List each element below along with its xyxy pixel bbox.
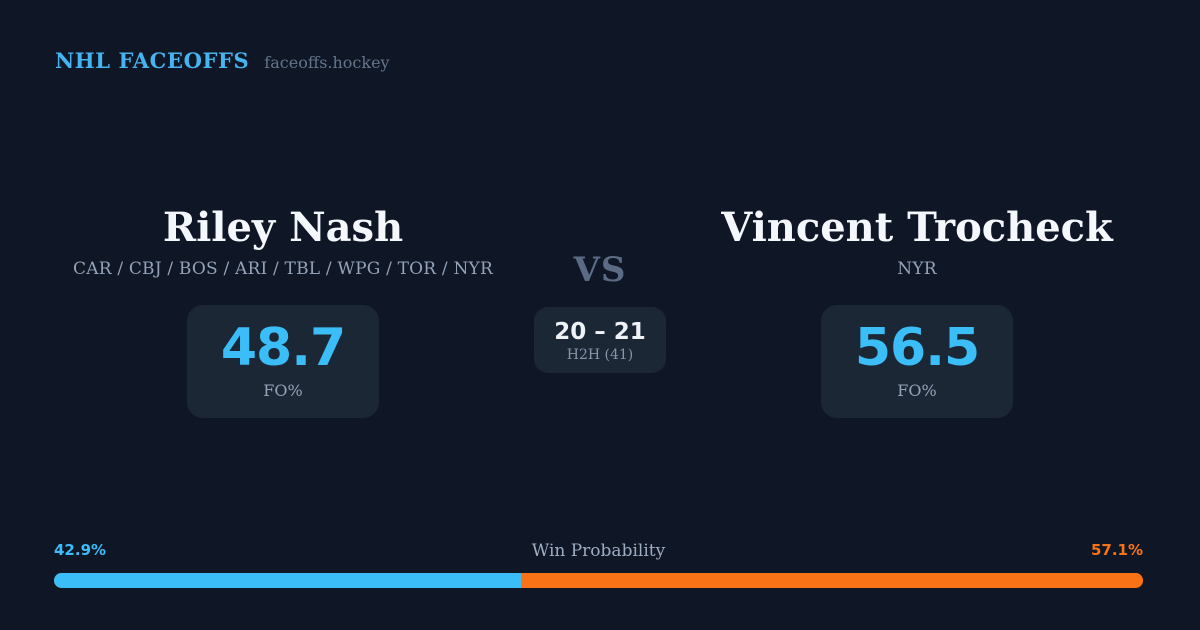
h2h-label: H2H (41) bbox=[566, 347, 634, 364]
header: NHL FACEOFFS faceoffs.hockey bbox=[55, 48, 1145, 73]
win-probability-labels: 42.9% Win Probability 57.1% bbox=[54, 541, 1143, 562]
win-probability-bar-orange bbox=[521, 573, 1143, 588]
win-probability-left-pct: 42.9% bbox=[54, 541, 107, 559]
win-probability-right-pct: 57.1% bbox=[1090, 541, 1143, 559]
site-url: faceoffs.hockey bbox=[264, 53, 390, 72]
player-left-column: Riley Nash CAR / CBJ / BOS / ARI / TBL /… bbox=[58, 205, 508, 418]
player-left-teams: CAR / CBJ / BOS / ARI / TBL / WPG / TOR … bbox=[73, 259, 493, 279]
player-right-column: Vincent Trocheck NYR 56.5 FO% bbox=[692, 205, 1142, 418]
player-right-teams: NYR bbox=[897, 259, 937, 279]
h2h-score: 20 – 21 bbox=[554, 319, 646, 345]
player-right-stat-box: 56.5 FO% bbox=[820, 305, 1014, 418]
player-right-name: Vincent Trocheck bbox=[721, 204, 1113, 251]
player-left-fo-pct: 48.7 bbox=[220, 318, 346, 379]
player-left-stat-box: 48.7 FO% bbox=[186, 305, 380, 418]
player-left-stat-label: FO% bbox=[263, 380, 303, 400]
player-left-name: Riley Nash bbox=[162, 204, 404, 251]
matchup-center-column: VS 20 – 21 H2H (41) bbox=[500, 205, 700, 374]
win-probability-title: Win Probability bbox=[531, 541, 666, 561]
vs-label: VS bbox=[573, 250, 627, 290]
win-probability-bar bbox=[54, 573, 1143, 588]
player-right-fo-pct: 56.5 bbox=[854, 318, 980, 379]
h2h-box: 20 – 21 H2H (41) bbox=[534, 307, 666, 374]
win-probability-section: 42.9% Win Probability 57.1% bbox=[54, 541, 1143, 588]
player-right-stat-label: FO% bbox=[897, 380, 937, 400]
brand-title: NHL FACEOFFS bbox=[55, 48, 250, 73]
win-probability-bar-blue bbox=[54, 573, 522, 588]
